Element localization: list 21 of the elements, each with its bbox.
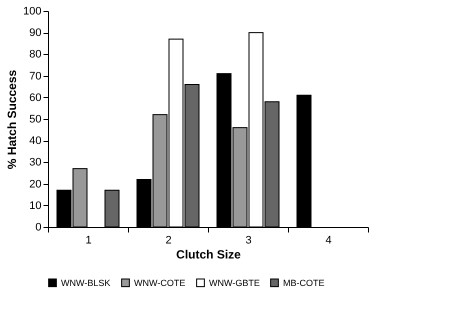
x-tick-label: 2 [165, 234, 172, 246]
y-tick-label: 70 [29, 70, 42, 82]
y-tick-label: 50 [29, 114, 42, 126]
y-tick-label: 40 [29, 135, 42, 148]
y-tick-label: 100 [23, 6, 42, 18]
y-tick-label: 30 [29, 156, 42, 169]
x-tick-label: 4 [325, 234, 332, 246]
y-tick-label: 10 [29, 200, 42, 212]
y-tick-label: 90 [29, 27, 42, 40]
y-tick-label: 80 [29, 48, 42, 61]
x-axis-title: Clutch Size [176, 248, 242, 262]
y-tick-label: 20 [29, 178, 42, 190]
y-axis-title: % Hatch Success [5, 69, 20, 170]
legend-label: MB-COTE [283, 278, 324, 288]
legend-label: WNW-BLSK [61, 278, 110, 288]
y-tick-label: 0 [35, 222, 42, 234]
x-tick-label: 1 [85, 234, 92, 246]
legend-label: WNW-GBTE [209, 278, 260, 288]
legend-label: WNW-COTE [134, 278, 186, 288]
x-tick-label: 3 [245, 234, 252, 246]
y-tick-label: 60 [29, 92, 42, 104]
